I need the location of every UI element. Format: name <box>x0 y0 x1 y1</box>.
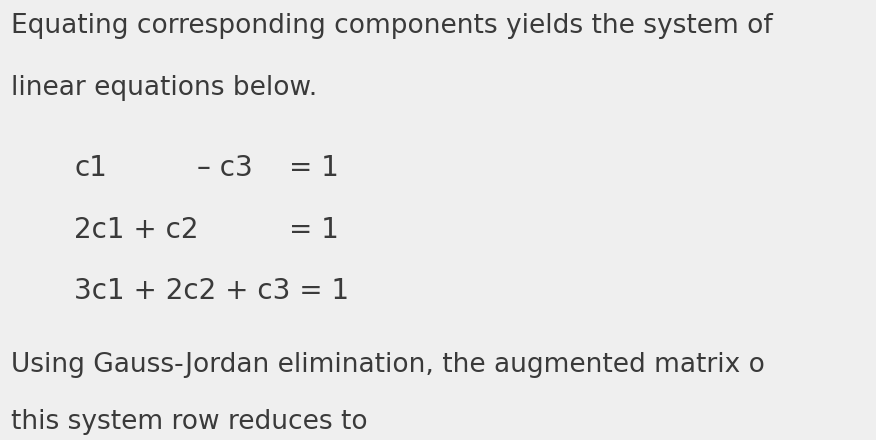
Text: linear equations below.: linear equations below. <box>11 75 317 101</box>
Text: Equating corresponding components yields the system of: Equating corresponding components yields… <box>11 13 773 39</box>
Text: = 1: = 1 <box>289 154 339 182</box>
Text: 2c1 + c2: 2c1 + c2 <box>74 216 199 244</box>
Text: c1: c1 <box>74 154 108 182</box>
Text: = 1: = 1 <box>289 216 339 244</box>
Text: 3c1 + 2c2 + c3 = 1: 3c1 + 2c2 + c3 = 1 <box>74 277 350 305</box>
Text: – c3: – c3 <box>197 154 253 182</box>
Text: Using Gauss-Jordan elimination, the augmented matrix o: Using Gauss-Jordan elimination, the augm… <box>11 352 765 378</box>
Text: this system row reduces to: this system row reduces to <box>11 409 367 435</box>
